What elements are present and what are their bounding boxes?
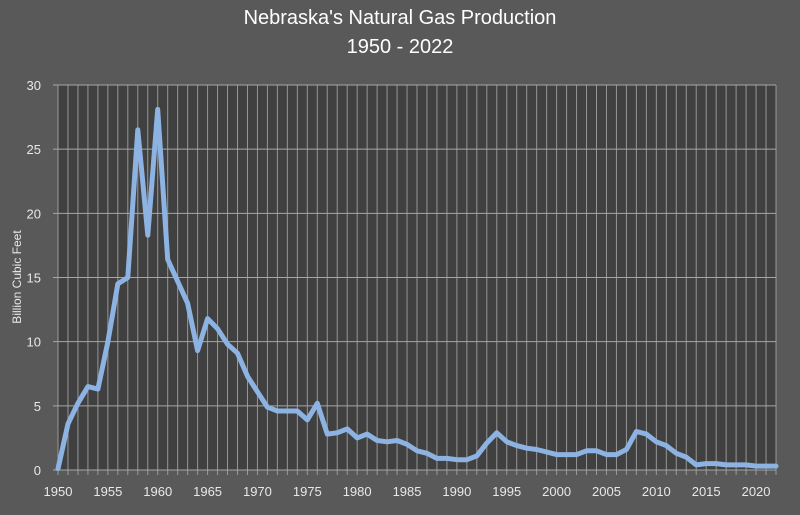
- x-tick-label: 2000: [542, 484, 571, 499]
- x-tick-label: 1960: [143, 484, 172, 499]
- chart-title: Nebraska's Natural Gas Production: [243, 7, 557, 29]
- x-tick-label: 2015: [692, 484, 721, 499]
- x-tick-label: 1990: [442, 484, 471, 499]
- x-tick-label: 1995: [492, 484, 521, 499]
- x-tick-label: 1955: [93, 484, 122, 499]
- y-tick-label: 0: [34, 463, 41, 478]
- y-tick-label: 5: [34, 399, 41, 414]
- chart-subtitle: 1950 - 2022: [346, 36, 454, 58]
- data-line: [55, 106, 779, 472]
- x-tick-label: 1965: [193, 484, 222, 499]
- x-tick-label: 1975: [293, 484, 322, 499]
- y-tick-label: 20: [27, 206, 41, 221]
- x-tick-label: 1970: [243, 484, 272, 499]
- x-tick-label: 1950: [44, 484, 73, 499]
- x-tick-label: 1985: [393, 484, 422, 499]
- y-tick-label: 25: [27, 142, 41, 157]
- y-tick-label: 30: [27, 78, 41, 93]
- y-tick-label: 10: [27, 335, 41, 350]
- x-tick-label: 2005: [592, 484, 621, 499]
- y-tick-label: 15: [27, 271, 41, 286]
- x-tick-label: 2010: [642, 484, 671, 499]
- x-tick-label: 2020: [742, 484, 771, 499]
- x-tick-label: 1980: [343, 484, 372, 499]
